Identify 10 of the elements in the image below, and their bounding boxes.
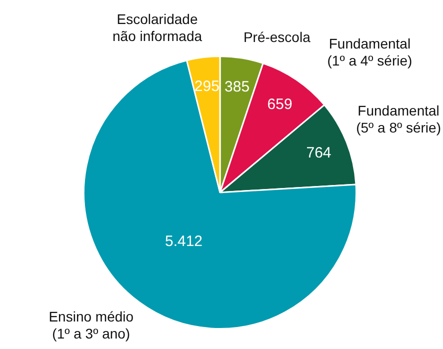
data-label: 659 [267, 96, 292, 113]
data-label: 295 [194, 78, 220, 96]
data-label: 5.412 [164, 233, 203, 250]
slice-label: Fundamental (5º a 8º série) [356, 102, 442, 136]
data-label: 385 [224, 78, 250, 96]
data-label: 764 [306, 144, 332, 162]
slice-label: Ensino médio (1º a 3º ano) [48, 308, 134, 342]
slice-label: Fundamental (1º a 4º série) [327, 35, 412, 68]
slice-label: Escolaridade não informada [112, 11, 202, 44]
slice-label: Pré-escola [243, 29, 311, 45]
